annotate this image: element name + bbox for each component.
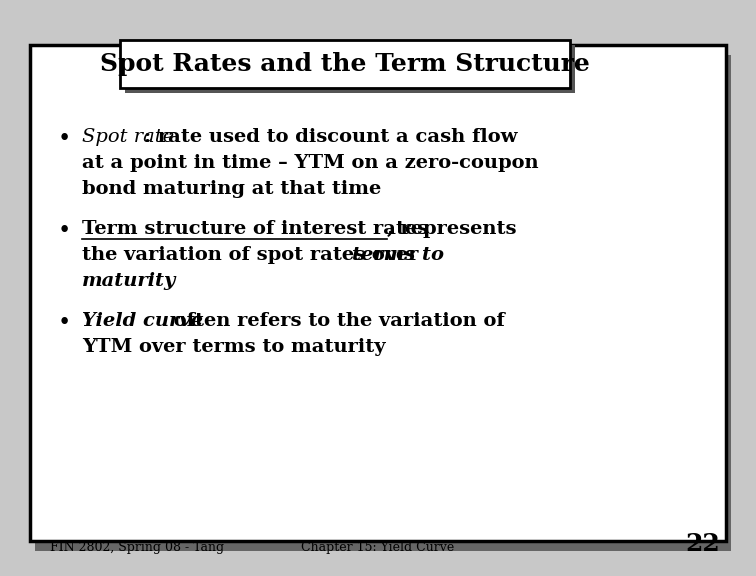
Text: , represents: , represents — [387, 220, 516, 238]
Text: the variation of spot rates over: the variation of spot rates over — [82, 246, 425, 264]
Text: terms to: terms to — [352, 246, 444, 264]
Text: 22: 22 — [685, 532, 720, 556]
Text: YTM over terms to maturity: YTM over terms to maturity — [82, 338, 386, 356]
Text: : rate used to discount a cash flow: : rate used to discount a cash flow — [144, 128, 518, 146]
Text: often refers to the variation of: often refers to the variation of — [167, 312, 505, 330]
Text: •: • — [58, 128, 71, 150]
Text: Chapter 15: Yield Curve: Chapter 15: Yield Curve — [302, 541, 454, 554]
Bar — [35, 55, 731, 551]
Text: Spot Rates and the Term Structure: Spot Rates and the Term Structure — [100, 52, 590, 76]
Text: •: • — [58, 312, 71, 334]
Text: Spot rate: Spot rate — [82, 128, 174, 146]
Text: maturity: maturity — [82, 272, 176, 290]
Text: bond maturing at that time: bond maturing at that time — [82, 180, 381, 198]
Text: Yield curve: Yield curve — [82, 312, 203, 330]
Text: •: • — [58, 220, 71, 242]
Text: FIN 2802, Spring 08 - Tang: FIN 2802, Spring 08 - Tang — [50, 541, 224, 554]
Bar — [120, 40, 570, 88]
Bar — [30, 45, 726, 541]
Bar — [125, 45, 575, 93]
Text: Term structure of interest rates: Term structure of interest rates — [82, 220, 428, 238]
Text: at a point in time – YTM on a zero-coupon: at a point in time – YTM on a zero-coupo… — [82, 154, 538, 172]
